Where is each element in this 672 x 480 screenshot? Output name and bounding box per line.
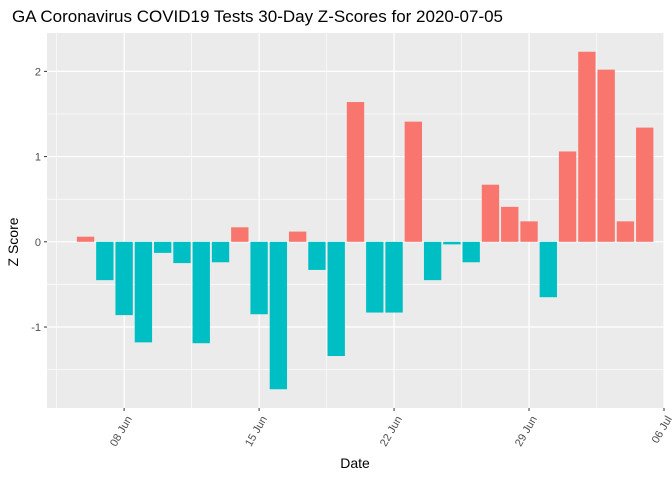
x-tick-label: 29 Jun (513, 414, 540, 449)
bar (308, 241, 326, 270)
bar (462, 241, 480, 263)
bar (96, 241, 114, 281)
y-tick-label: 1 (35, 152, 41, 164)
chart-title: GA Coronavirus COVID19 Tests 30-Day Z-Sc… (12, 7, 503, 26)
bar (173, 241, 191, 264)
bar (423, 241, 442, 281)
bar (115, 241, 133, 316)
y-axis: -1 0 1 2 (31, 66, 47, 334)
bar (211, 241, 230, 263)
y-axis-title: Z Score (5, 217, 21, 266)
bar (192, 241, 210, 344)
bar (327, 241, 345, 357)
bar (558, 151, 577, 242)
y-tick-label: -1 (31, 322, 41, 334)
bar (385, 241, 403, 313)
bar (134, 241, 153, 343)
bar (288, 231, 307, 242)
x-axis-title: Date (340, 455, 370, 471)
bar (578, 51, 596, 242)
bar (231, 227, 249, 242)
bar (501, 206, 519, 242)
x-tick-label: 22 Jun (378, 414, 405, 449)
x-tick-label: 06 Jul (650, 414, 672, 445)
bar (269, 241, 288, 390)
bar (539, 241, 557, 298)
bar (154, 241, 172, 253)
x-axis: 08 Jun 15 Jun 22 Jun 29 Jun 06 Jul (108, 408, 672, 449)
bar (76, 236, 95, 242)
bar (520, 221, 538, 242)
bar (636, 127, 654, 242)
bar (443, 241, 461, 245)
bar (366, 241, 384, 313)
bar (250, 241, 268, 315)
y-tick-label: 2 (35, 66, 41, 78)
bar (481, 184, 500, 242)
bars (76, 51, 654, 390)
y-tick-label: 0 (35, 237, 41, 249)
x-tick-label: 08 Jun (108, 414, 135, 449)
bar (597, 69, 615, 242)
x-tick-label: 15 Jun (243, 414, 270, 449)
bar (346, 102, 365, 242)
bar (616, 221, 635, 242)
bar (404, 121, 423, 242)
